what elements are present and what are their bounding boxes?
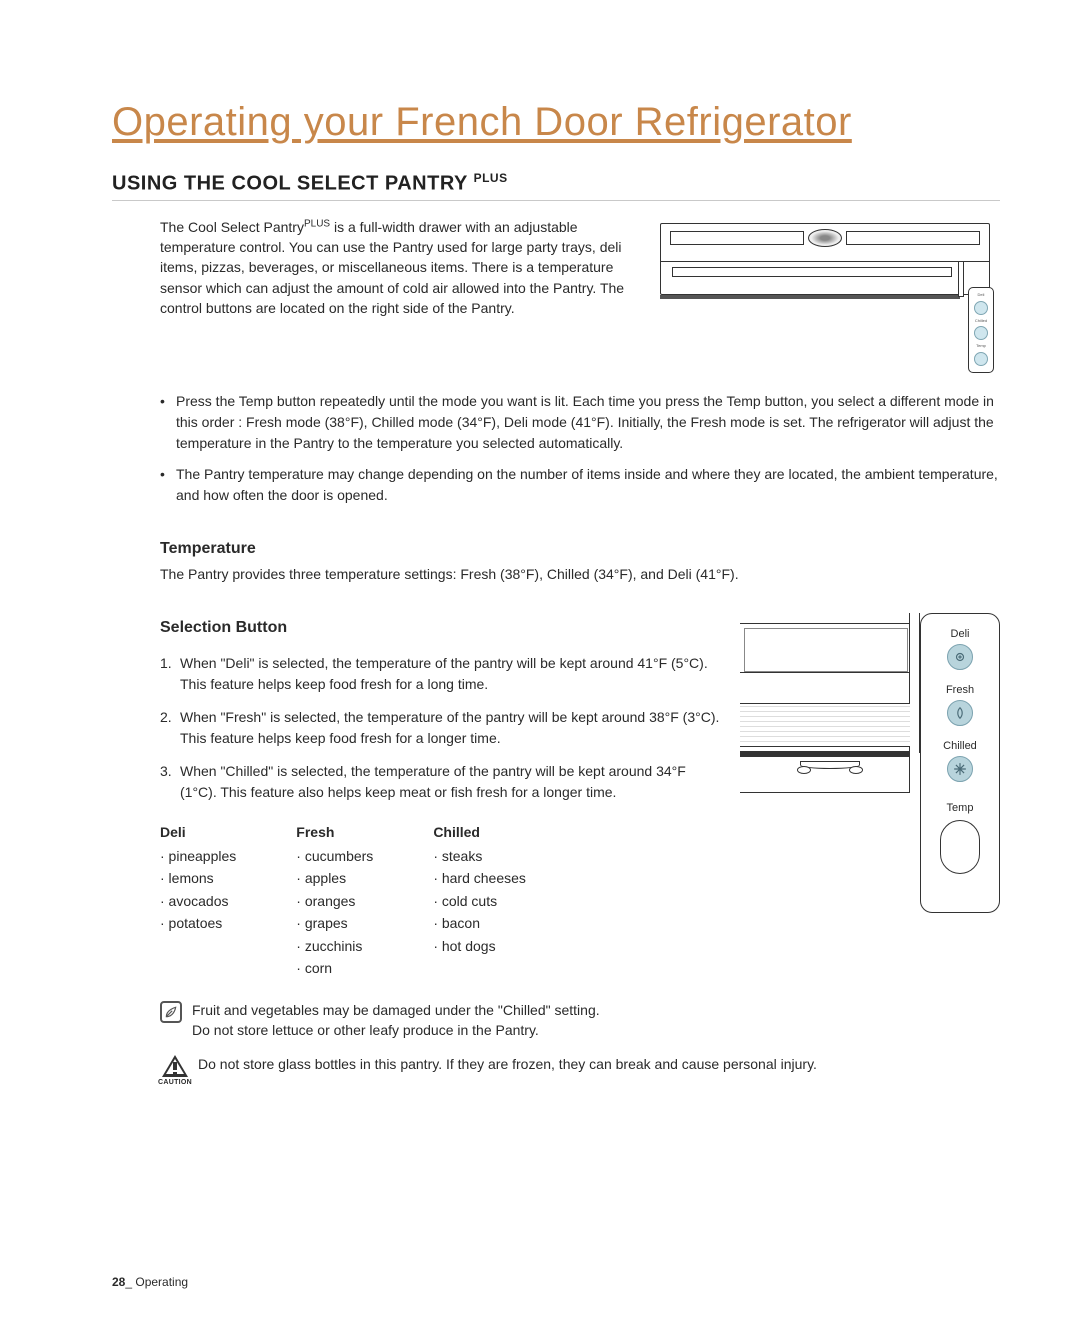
intro-text: The Cool Select PantryPLUS is a full-wid… bbox=[160, 217, 642, 377]
control-panel: Deli Fresh Chilled bbox=[920, 613, 1000, 913]
col-item: · lemons bbox=[160, 867, 236, 889]
footer-sep: _ bbox=[125, 1275, 135, 1289]
mini-panel-temp-label: Temp bbox=[976, 344, 986, 348]
selection-num: 3. bbox=[160, 761, 180, 803]
bullet-list: Press the Temp button repeatedly until t… bbox=[160, 391, 1000, 506]
col-item: · hot dogs bbox=[433, 935, 526, 957]
selection-left: 1. When "Deli" is selected, the temperat… bbox=[160, 643, 722, 980]
selection-text: When "Deli" is selected, the temperature… bbox=[180, 653, 722, 695]
chilled-led-icon bbox=[947, 756, 973, 782]
note-text: Fruit and vegetables may be damaged unde… bbox=[192, 1001, 600, 1040]
col-head: Deli bbox=[160, 821, 236, 843]
bullet-item: The Pantry temperature may change depend… bbox=[160, 464, 1000, 506]
col-item: · cucumbers bbox=[296, 845, 373, 867]
intro-pre: The Cool Select Pantry bbox=[160, 219, 304, 235]
selection-num: 1. bbox=[160, 653, 180, 695]
caution-row: CAUTION Do not store glass bottles in th… bbox=[160, 1055, 1000, 1088]
panel-chilled-label: Chilled bbox=[943, 740, 977, 752]
panel-chilled: Chilled bbox=[943, 740, 977, 782]
selection-list: 1. When "Deli" is selected, the temperat… bbox=[160, 653, 722, 803]
note-line2: Do not store lettuce or other leafy prod… bbox=[192, 1021, 600, 1041]
note-line1: Fruit and vegetables may be damaged unde… bbox=[192, 1001, 600, 1021]
section-heading-text: USING THE COOL SELECT PANTRY bbox=[112, 173, 468, 195]
selection-item: 3. When "Chilled" is selected, the tempe… bbox=[160, 761, 722, 803]
col-item: · apples bbox=[296, 867, 373, 889]
mini-panel-led bbox=[974, 352, 988, 366]
col-item: · cold cuts bbox=[433, 890, 526, 912]
mini-panel-led bbox=[974, 301, 988, 315]
col-item: · corn bbox=[296, 957, 373, 979]
bullet-item: Press the Temp button repeatedly until t… bbox=[160, 391, 1000, 454]
food-columns: Deli · pineapples · lemons · avocados · … bbox=[160, 821, 722, 980]
panel-fresh: Fresh bbox=[946, 684, 974, 726]
col-item: · oranges bbox=[296, 890, 373, 912]
selection-text: When "Chilled" is selected, the temperat… bbox=[180, 761, 722, 803]
col-item: · hard cheeses bbox=[433, 867, 526, 889]
deli-led-icon bbox=[947, 644, 973, 670]
col-chilled: Chilled · steaks · hard cheeses · cold c… bbox=[433, 821, 526, 980]
section-heading-super: PLUS bbox=[474, 171, 508, 185]
col-item: · avocados bbox=[160, 890, 236, 912]
panel-fresh-label: Fresh bbox=[946, 684, 974, 696]
page-title: Operating your French Door Refrigerator bbox=[112, 100, 1000, 145]
temperature-text: The Pantry provides three temperature se… bbox=[160, 564, 1000, 585]
intro-sup: PLUS bbox=[304, 218, 330, 229]
caution-text: Do not store glass bottles in this pantr… bbox=[198, 1055, 817, 1075]
section-rule bbox=[112, 200, 1000, 201]
body-block: Press the Temp button repeatedly until t… bbox=[160, 391, 1000, 1088]
selection-figure: Deli Fresh Chilled bbox=[740, 643, 1000, 980]
caution-label: CAUTION bbox=[158, 1078, 192, 1088]
intro-row: The Cool Select PantryPLUS is a full-wid… bbox=[160, 217, 1000, 377]
col-item: · grapes bbox=[296, 912, 373, 934]
selection-item: 1. When "Deli" is selected, the temperat… bbox=[160, 653, 722, 695]
panel-deli-label: Deli bbox=[951, 628, 970, 640]
selection-item: 2. When "Fresh" is selected, the tempera… bbox=[160, 707, 722, 749]
mini-panel-deli-label: Deli bbox=[978, 293, 985, 297]
col-fresh: Fresh · cucumbers · apples · oranges · g… bbox=[296, 821, 373, 980]
mini-control-panel: Deli Chilled Temp bbox=[968, 287, 994, 373]
panel-temp-label: Temp bbox=[947, 802, 974, 814]
col-head: Chilled bbox=[433, 821, 526, 843]
col-item: · bacon bbox=[433, 912, 526, 934]
footer-page-number: 28 bbox=[112, 1275, 125, 1289]
col-item: · pineapples bbox=[160, 845, 236, 867]
figure-pantry-drawer: Deli Chilled Temp bbox=[660, 217, 1000, 377]
col-item: · potatoes bbox=[160, 912, 236, 934]
selection-row: 1. When "Deli" is selected, the temperat… bbox=[160, 643, 1000, 980]
note-row: Fruit and vegetables may be damaged unde… bbox=[160, 1001, 1000, 1040]
mini-panel-led bbox=[974, 326, 988, 340]
mini-panel-chilled-label: Chilled bbox=[975, 319, 987, 323]
col-item: · zucchinis bbox=[296, 935, 373, 957]
selection-text: When "Fresh" is selected, the temperatur… bbox=[180, 707, 722, 749]
note-icon bbox=[160, 1001, 182, 1023]
page-footer: 28_ Operating bbox=[112, 1275, 188, 1289]
caution-icon: CAUTION bbox=[160, 1055, 190, 1088]
selection-num: 2. bbox=[160, 707, 180, 749]
temperature-heading: Temperature bbox=[160, 540, 1000, 558]
footer-section: Operating bbox=[135, 1275, 188, 1289]
page: Operating your French Door Refrigerator … bbox=[0, 0, 1080, 1343]
col-head: Fresh bbox=[296, 821, 373, 843]
col-item: · steaks bbox=[433, 845, 526, 867]
fresh-led-icon bbox=[947, 700, 973, 726]
panel-deli: Deli bbox=[947, 628, 973, 670]
section-heading: USING THE COOL SELECT PANTRY PLUS bbox=[112, 171, 1000, 196]
temp-button[interactable] bbox=[940, 820, 980, 874]
col-deli: Deli · pineapples · lemons · avocados · … bbox=[160, 821, 236, 980]
